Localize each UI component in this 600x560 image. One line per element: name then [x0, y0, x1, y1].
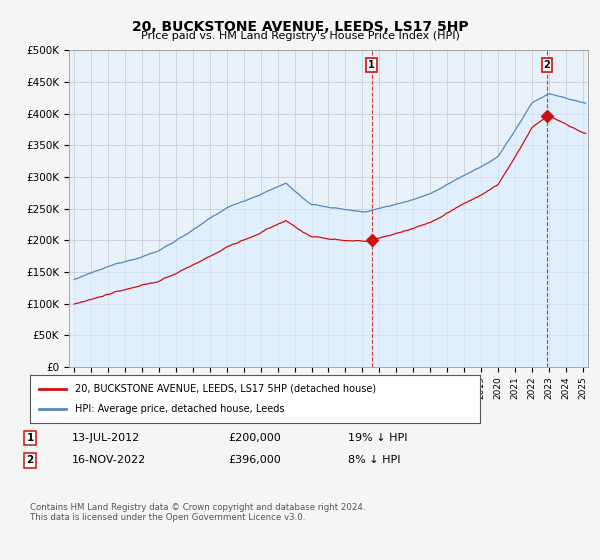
Text: 1: 1	[368, 60, 375, 70]
Text: 8% ↓ HPI: 8% ↓ HPI	[348, 455, 401, 465]
Text: 1: 1	[26, 433, 34, 443]
Text: HPI: Average price, detached house, Leeds: HPI: Average price, detached house, Leed…	[75, 404, 284, 414]
Text: 13-JUL-2012: 13-JUL-2012	[72, 433, 140, 443]
Text: 20, BUCKSTONE AVENUE, LEEDS, LS17 5HP (detached house): 20, BUCKSTONE AVENUE, LEEDS, LS17 5HP (d…	[75, 384, 376, 394]
Text: £200,000: £200,000	[228, 433, 281, 443]
Text: 16-NOV-2022: 16-NOV-2022	[72, 455, 146, 465]
Text: 2: 2	[544, 60, 550, 70]
Text: 20, BUCKSTONE AVENUE, LEEDS, LS17 5HP: 20, BUCKSTONE AVENUE, LEEDS, LS17 5HP	[131, 20, 469, 34]
Text: Price paid vs. HM Land Registry's House Price Index (HPI): Price paid vs. HM Land Registry's House …	[140, 31, 460, 41]
Text: 2: 2	[26, 455, 34, 465]
Text: Contains HM Land Registry data © Crown copyright and database right 2024.
This d: Contains HM Land Registry data © Crown c…	[30, 503, 365, 522]
Text: 19% ↓ HPI: 19% ↓ HPI	[348, 433, 407, 443]
Text: £396,000: £396,000	[228, 455, 281, 465]
